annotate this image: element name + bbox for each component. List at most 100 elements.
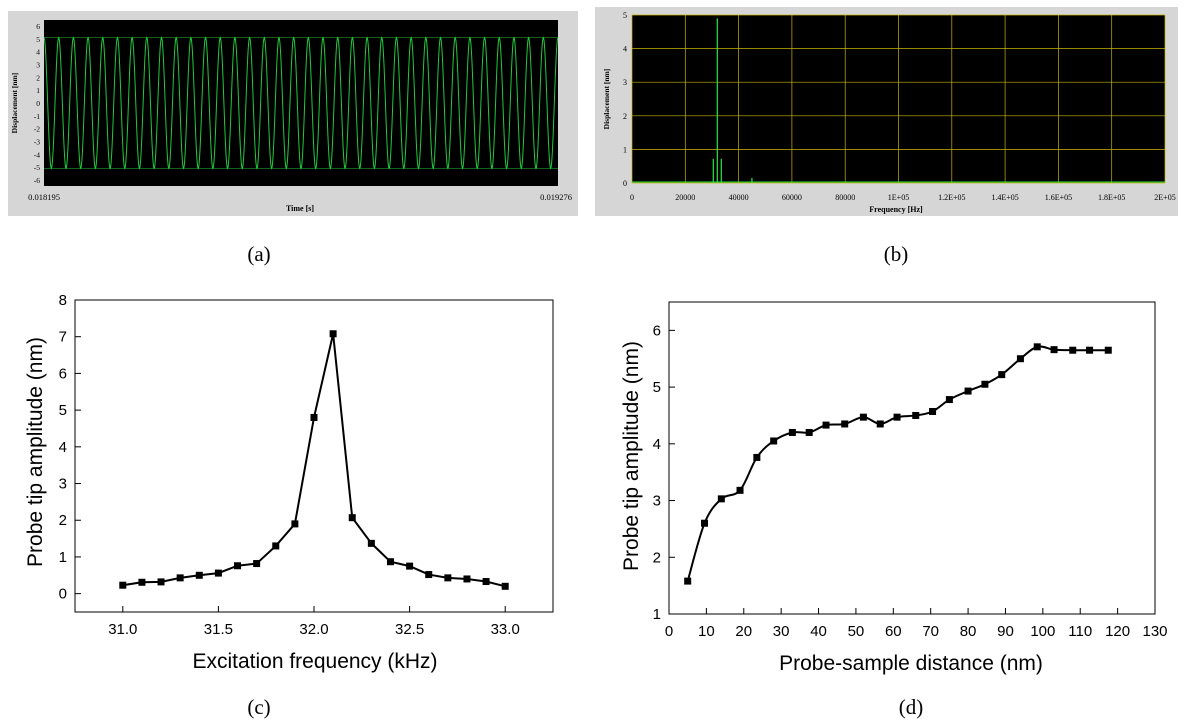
panel-c-data-point	[406, 562, 414, 570]
panel-c-y-tick-label: 5	[59, 402, 67, 419]
panel-d-data-point	[788, 428, 796, 436]
panel-b-x-tick-label: 1.4E+05	[991, 193, 1018, 202]
panel-d-data-point	[964, 387, 972, 395]
panel-a-y-tick-label: -4	[34, 150, 40, 159]
panel-d-data-point	[841, 420, 849, 428]
panel-c-data-point	[482, 578, 490, 586]
panel-a-y-tick-label: 5	[36, 35, 40, 44]
panel-c-x-tick-label: 32.5	[395, 621, 424, 638]
panel-d-axes-box	[668, 301, 1156, 615]
panel-d-y-tick-label: 2	[653, 549, 661, 566]
panel-c-data-point	[425, 571, 433, 579]
panel-a: 6 5 4 3 2 1 0 -1 -2 -3 -4 -5 -6 0.018195 0.019276 Ti…	[8, 11, 578, 216]
panel-d-x-tick-label: 30	[773, 623, 790, 640]
panel-a-y-tick-label: -6	[34, 176, 40, 185]
panel-d-data-point	[770, 437, 778, 445]
panel-a-signal-trace	[43, 36, 559, 170]
panel-b: 0 20000 40000 60000 80000 1E+05 1.2E+05 1.4E+05…	[595, 7, 1178, 216]
panel-d-x-tick-label: 60	[885, 623, 902, 640]
panel-b-x-axis-label: Frequency [Hz]	[869, 205, 923, 214]
caption-d: (d)	[899, 695, 924, 719]
panel-d-data-point	[1104, 346, 1112, 354]
panel-d-x-tick-label: 130	[1142, 623, 1167, 640]
panel-d-x-tick-label: 80	[960, 623, 977, 640]
panel-d-data-point	[1050, 346, 1058, 354]
panel-d-y-axis-label: Probe tip amplitude (nm)	[620, 341, 643, 571]
panel-b-y-axis-label: Displacement [nm]	[602, 69, 611, 130]
panel-d-data-point	[876, 420, 884, 428]
panel-c-y-tick-label: 7	[59, 329, 67, 346]
panel-d-data-point	[736, 486, 744, 494]
panel-b-y-tick-label: 0	[623, 179, 627, 188]
panel-d-x-tick-label: 120	[1105, 623, 1130, 640]
panel-d-data-point	[717, 495, 725, 503]
panel-c-data-point	[195, 571, 203, 579]
caption-c: (c)	[247, 695, 270, 719]
panel-c-y-tick-label: 6	[59, 365, 67, 382]
panel-c-y-tick-label: 3	[59, 476, 67, 493]
panel-d-x-axis-label: Probe-sample distance (nm)	[779, 652, 1043, 675]
panel-d-data-point	[981, 380, 989, 388]
panel-d: 0 10 20 30 40 50 60 70 80 90 100 110 120 130 1 2 3 4 5 6 P…	[620, 301, 1168, 675]
panel-c-data-point	[501, 582, 509, 590]
panel-b-y-tick-label: 1	[623, 145, 627, 154]
panel-d-x-tick-label: 20	[735, 623, 752, 640]
panel-b-x-tick-label: 1.6E+05	[1045, 193, 1072, 202]
panel-c-data-point	[176, 574, 184, 582]
panel-c-data-point	[444, 574, 452, 582]
panel-c-x-tick-label: 33.0	[491, 621, 520, 638]
panel-d-y-tick-label: 3	[653, 493, 661, 510]
panel-a-y-tick-label: -2	[34, 125, 40, 134]
panel-c-data-point	[253, 560, 261, 568]
panel-c-data-point	[329, 330, 337, 338]
panel-b-x-tick-label: 20000	[675, 193, 695, 202]
panel-c-data-point	[291, 520, 299, 528]
panel-a-y-tick-label: -3	[34, 138, 40, 147]
panel-a-y-axis-label: Displacement [nm]	[10, 73, 19, 134]
panel-d-data-point	[822, 421, 830, 429]
panel-d-data-point	[684, 577, 692, 585]
panel-d-y-tick-label: 4	[653, 436, 661, 453]
panel-a-plot-background	[44, 20, 558, 186]
panel-c-y-tick-label: 1	[59, 549, 67, 566]
panel-c-data-point	[272, 542, 280, 550]
panel-c-data-point	[310, 413, 318, 421]
panel-c-y-tick-label: 4	[59, 439, 67, 456]
panel-d-x-tick-label: 70	[922, 623, 939, 640]
panel-d-x-tick-label: 0	[665, 623, 673, 640]
panel-d-x-tick-label: 50	[848, 623, 865, 640]
panel-d-x-tick-label: 40	[810, 623, 827, 640]
panel-d-data-point	[859, 413, 867, 421]
panel-c-y-tick-label: 8	[59, 292, 67, 309]
panel-d-data-point	[912, 411, 920, 419]
panel-d-data-point	[945, 396, 953, 404]
panel-d-data-point	[929, 407, 937, 415]
panel-c-y-tick-label: 2	[59, 512, 67, 529]
panel-b-x-tick-label: 1E+05	[888, 193, 909, 202]
panel-a-x-axis-label: Time [s]	[286, 204, 314, 213]
panel-a-y-tick-label: 6	[36, 22, 40, 31]
panel-d-data-point	[998, 371, 1006, 379]
panel-b-x-tick-label: 1.8E+05	[1098, 193, 1125, 202]
panel-c-axes-box	[74, 299, 554, 613]
panel-c: 31.0 31.5 32.0 32.5 33.0 0 1 2 3 4 5 6 7 8 Excitatio…	[24, 292, 554, 673]
panel-b-x-tick-label: 2E+05	[1154, 193, 1175, 202]
panel-b-x-tick-label: 40000	[729, 193, 749, 202]
panel-d-x-tick-label: 10	[698, 623, 715, 640]
panel-b-y-tick-label: 5	[623, 11, 627, 20]
panel-c-y-tick-label: 0	[59, 586, 67, 603]
panel-d-data-point	[701, 519, 709, 527]
panel-d-series-line	[686, 345, 1109, 582]
panel-c-data-point	[386, 558, 394, 566]
panel-d-data-point	[753, 453, 761, 461]
panel-d-x-tick-label: 100	[1030, 623, 1055, 640]
panel-c-data-point	[367, 539, 375, 547]
panel-d-data-point	[893, 413, 901, 421]
panel-d-y-tick-label: 6	[653, 322, 661, 339]
panel-b-x-tick-label: 0	[630, 193, 634, 202]
panel-c-data-point	[234, 562, 242, 570]
panel-a-y-tick-label: 0	[36, 99, 40, 108]
panel-c-data-point	[138, 578, 146, 586]
panel-c-y-axis-label: Probe tip amplitude (nm)	[24, 337, 47, 567]
panel-d-data-point	[1033, 343, 1041, 351]
